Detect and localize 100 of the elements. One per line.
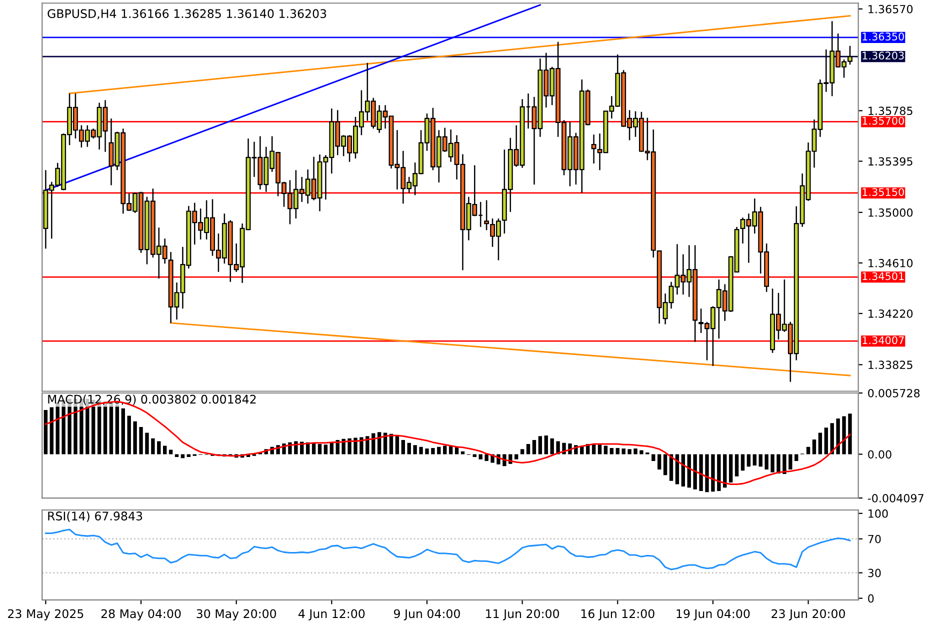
bar: [366, 436, 370, 454]
bar: [168, 450, 173, 454]
bar: [652, 454, 656, 462]
bar: [44, 410, 48, 454]
bar: [699, 454, 703, 492]
bar: [657, 454, 662, 470]
bar: [848, 414, 852, 454]
bar: [604, 446, 608, 454]
x-tick-label: 23 Jun 20:00: [772, 609, 845, 620]
bar: [157, 441, 161, 454]
ref-line-label: 1.35700: [862, 116, 904, 125]
bar: [324, 444, 328, 454]
x-tick-label: 30 May 20:00: [196, 609, 276, 620]
line-series: [44, 528, 851, 570]
bar: [836, 418, 840, 454]
x-tick-label: 23 May 2025: [8, 609, 84, 620]
y-tick-label: 1.34610: [868, 258, 913, 268]
bar: [401, 440, 405, 454]
bar: [425, 448, 429, 454]
ref-line-label: 1.36203: [862, 52, 904, 60]
bar: [121, 408, 125, 454]
bar: [163, 446, 167, 454]
bar: [740, 454, 745, 471]
bar: [174, 454, 179, 458]
bar: [348, 438, 352, 454]
bar: [550, 438, 554, 454]
x-tick-label: 9 Jun 04:00: [394, 609, 460, 620]
bar: [764, 454, 768, 470]
bar: [151, 438, 155, 454]
bar: [145, 432, 149, 454]
bar: [419, 446, 423, 454]
bar: [115, 404, 120, 454]
bar: [634, 448, 638, 454]
bar: [705, 454, 709, 492]
bar: [437, 446, 441, 454]
bar: [752, 454, 756, 466]
y-tick-label: 0.005728: [868, 388, 920, 398]
bar: [842, 416, 846, 454]
bar: [616, 448, 620, 454]
y-tick-label: -0.004097: [868, 494, 924, 502]
bar: [454, 447, 459, 454]
bar: [360, 437, 364, 454]
x-tick-label: 16 Jun 12:00: [581, 609, 654, 620]
bar: [330, 442, 334, 454]
y-tick-label: 1.33825: [868, 360, 912, 370]
bar: [431, 448, 435, 454]
bar: [544, 436, 548, 454]
bar: [354, 438, 358, 454]
bar: [788, 454, 792, 470]
y-tick-label: 1.35395: [868, 157, 912, 166]
bar: [413, 445, 417, 454]
ref-line-label: 1.36350: [862, 32, 904, 40]
bar: [812, 439, 816, 454]
bar: [758, 454, 762, 467]
bar: [794, 454, 798, 462]
bar: [318, 444, 322, 454]
bar: [824, 428, 828, 454]
bar: [133, 421, 137, 454]
bar: [723, 454, 727, 488]
x-tick-label: 4 Jun 12:00: [298, 609, 365, 620]
bar: [186, 454, 191, 458]
bar: [443, 446, 447, 454]
bar: [538, 436, 542, 454]
y-tick-label: 1.34220: [868, 309, 913, 318]
bar: [734, 454, 739, 476]
bar: [776, 454, 780, 474]
bar: [610, 448, 614, 454]
y-tick-label: 70: [868, 534, 881, 544]
bar: [782, 454, 786, 474]
bar: [478, 454, 482, 460]
bar: [407, 442, 411, 454]
y-tick-label: 0.00: [868, 450, 892, 459]
y-tick-label: 100: [868, 509, 888, 518]
y-tick-label: 0: [868, 594, 874, 603]
ref-line-label: 1.34501: [862, 272, 904, 280]
y-tick-label: 1.36570: [868, 4, 913, 14]
bar: [663, 454, 668, 476]
bar: [746, 454, 751, 467]
bar: [681, 454, 686, 487]
bar: [342, 438, 346, 454]
bar: [693, 454, 697, 490]
bar: [818, 432, 822, 454]
bar: [728, 454, 733, 483]
bar: [770, 454, 774, 472]
chart-title: RSI(14) 67.9843: [48, 511, 142, 522]
x-tick-label: 19 Jun 04:00: [676, 609, 750, 620]
bar: [139, 427, 143, 454]
bar: [628, 449, 632, 454]
y-tick-label: 1.35000: [868, 208, 913, 217]
bar: [532, 440, 536, 454]
x-tick-label: 11 Jun 20:00: [486, 609, 560, 620]
x-tick-label: 28 May 04:00: [101, 609, 181, 620]
bar: [526, 444, 530, 454]
bar: [472, 454, 476, 458]
bar: [50, 407, 54, 454]
bar: [711, 454, 715, 492]
y-tick-label: 1.35785: [868, 106, 912, 116]
bar: [514, 454, 518, 460]
bar: [640, 450, 644, 454]
bar: [484, 454, 488, 462]
